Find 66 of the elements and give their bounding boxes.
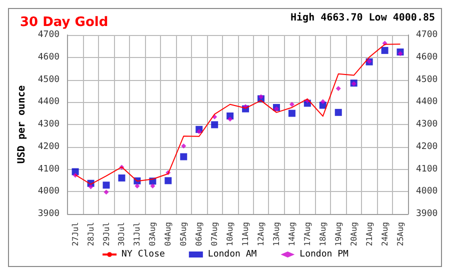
x-tick-label: 14Aug <box>287 222 296 246</box>
point <box>336 86 341 91</box>
y2-tick-label: 4500 <box>416 74 438 85</box>
x-tick-label: 04Aug <box>164 222 173 246</box>
x-tick-label: 12Aug <box>256 222 266 246</box>
x-tick-label: 21Aug <box>364 222 374 246</box>
point <box>196 129 202 134</box>
point <box>381 46 388 54</box>
y-tick-label: 4600 <box>38 52 60 62</box>
x-tick-label: 20Aug <box>349 222 358 246</box>
x-tick-label: 18Aug <box>318 222 328 246</box>
point <box>320 99 326 104</box>
point <box>102 182 110 189</box>
y2-tick-label: 4700 <box>416 30 438 40</box>
x-tick-label: 27Jul <box>70 222 80 246</box>
x-tick-label: 24Aug <box>380 222 390 246</box>
x-tick-label: 28Jul <box>86 222 96 246</box>
y-tick-label: 4700 <box>38 30 60 40</box>
y-tick-label: 4000 <box>38 186 60 197</box>
y-tick-label: 4200 <box>38 142 60 152</box>
x-tick-label: 30Jul <box>117 222 126 246</box>
point <box>134 184 140 189</box>
text: High 4663.70 Low 4000.85 <box>290 12 436 24</box>
x-tick-label: 13Aug <box>272 222 281 246</box>
point <box>289 102 294 107</box>
y-tick-label: 4500 <box>38 74 60 85</box>
point <box>181 143 186 148</box>
point <box>164 177 172 184</box>
legend-label: London PM <box>300 250 350 260</box>
point <box>150 184 156 189</box>
y-tick-label: 3900 <box>38 209 60 219</box>
point <box>258 94 264 100</box>
y-tick-label: 4300 <box>38 120 60 130</box>
y2-tick-label: 4100 <box>416 164 438 174</box>
y2-tick-label: 4600 <box>416 52 438 62</box>
point <box>228 116 233 122</box>
x-tick-label: 11Aug <box>241 222 250 246</box>
y2-tick-label: 4300 <box>416 120 438 130</box>
y2-tick-label: 4200 <box>416 142 438 152</box>
x-tick-label: 31Jul <box>132 222 142 246</box>
x-tick-label: 07Aug <box>210 222 220 246</box>
point <box>104 190 109 195</box>
y2-tick-label: 4400 <box>416 97 438 108</box>
y-tick-label: 4400 <box>38 97 60 108</box>
y2-tick-label: 4000 <box>416 186 438 197</box>
point <box>118 174 126 182</box>
point <box>398 51 403 56</box>
point <box>211 121 218 128</box>
x-tick-label: 19Aug <box>334 222 343 246</box>
x-tick-label: 25Aug <box>396 222 405 246</box>
x-tick-label: 05Aug <box>179 222 188 246</box>
y-tick-label: 4100 <box>38 164 60 174</box>
point <box>88 184 94 190</box>
x-tick-label: 10Aug <box>226 222 235 246</box>
y-axis-title: USD per ounce <box>16 85 28 164</box>
x-tick-label: 17Aug <box>302 222 312 246</box>
legend-label: London AM <box>208 250 258 260</box>
x-tick-label: 06Aug <box>194 222 204 246</box>
x-tick-label: 03Aug <box>148 222 158 246</box>
y2-tick-label: 3900 <box>416 209 438 219</box>
x-tick-label: 29Jul <box>102 222 111 246</box>
legend-label: NY Close <box>122 250 165 260</box>
point <box>288 110 296 117</box>
point <box>334 108 342 116</box>
point <box>180 153 188 160</box>
chart-title: 30 Day Gold <box>20 15 108 30</box>
